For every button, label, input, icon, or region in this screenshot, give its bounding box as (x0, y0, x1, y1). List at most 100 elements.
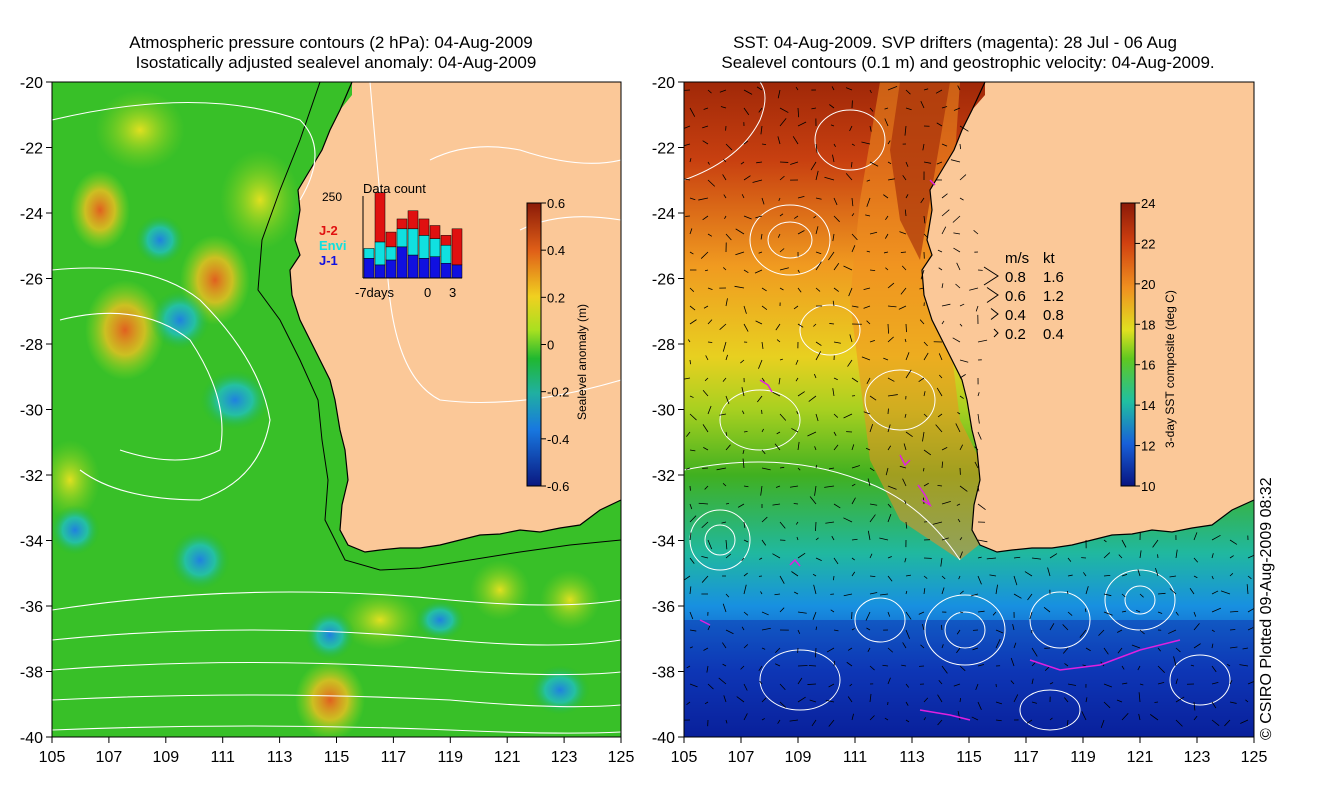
right-x-tick-label: 117 (1013, 749, 1039, 766)
velocity-legend-arrow (986, 287, 999, 303)
right-y-tick-label: -28 (652, 337, 675, 354)
velocity-legend-ms: 0.6 (1005, 288, 1026, 305)
left-x-tick-label: 111 (211, 749, 235, 766)
left-y-axis: -20 -22 -24 -26 -28 -30 -32 -34 -36 -38 -40 (20, 75, 52, 747)
inset-bar-j1 (429, 256, 441, 279)
australia-land-right (922, 82, 1254, 552)
right-y-tick-label: -30 (652, 403, 675, 420)
left-y-tick-label: -24 (20, 206, 43, 223)
left-x-tick-label: 119 (438, 749, 464, 766)
velocity-legend-arrow (990, 308, 999, 320)
sealevel-contours (684, 82, 1231, 731)
inset-bar-envi (374, 241, 386, 266)
velocity-legend-kt: 1.6 (1043, 269, 1064, 286)
left-x-tick-label: 117 (381, 749, 407, 766)
left-x-tick-label: 125 (608, 749, 635, 766)
right-x-tick-label: 125 (1241, 749, 1268, 766)
velocity-legend-ms: 0.8 (1005, 269, 1026, 286)
colorbar-tick-label: 12 (1141, 439, 1155, 454)
right-x-tick-label: 109 (785, 749, 812, 766)
right-y-tick-label: -22 (652, 141, 675, 158)
inset-bar-j1 (451, 264, 463, 279)
velocity-legend-ms: 0.4 (1005, 307, 1026, 324)
left-x-tick-label: 115 (324, 749, 350, 766)
inset-legend-j2: J-2 (319, 223, 338, 238)
anomaly-map (52, 82, 621, 737)
colorbar-tick-label: 20 (1141, 277, 1155, 292)
velocity-legend-ms: 0.2 (1005, 326, 1026, 343)
inset-bar-envi (396, 228, 408, 248)
right-y-tick-label: -20 (652, 75, 675, 92)
right-y-tick-label: -36 (652, 599, 675, 616)
inset-bar-j1 (407, 254, 419, 279)
right-x-tick-label: 107 (728, 749, 755, 766)
inset-bar-j2 (440, 235, 452, 246)
inset-bar-j1 (440, 262, 452, 279)
inset-bar-j2 (418, 218, 430, 236)
right-x-axis: 105 107 109 111 113 115 117 119 121 123 125 (671, 737, 1268, 766)
credit-text: © CSIRO Plotted 09-Aug-2009 08:32 (1258, 477, 1275, 740)
left-x-tick-label: 107 (96, 749, 123, 766)
left-y-tick-label: -30 (20, 403, 43, 420)
data-count-inset: Data count 250 -7days 0 3 J-2 Envi J-1 (319, 181, 463, 300)
inset-legend-envi: Envi (319, 238, 346, 253)
velocity-legend-arrow (983, 266, 999, 286)
inset-bar-j2 (407, 210, 419, 230)
velocity-legend: m/s kt 0.8 1.6 0.6 1.2 0.4 0.8 0.2 0.4 (983, 250, 1064, 343)
left-y-tick-label: -34 (20, 534, 43, 551)
left-x-tick-label: 109 (152, 749, 179, 766)
inset-bar-envi (363, 248, 375, 259)
left-y-tick-label: -20 (20, 75, 43, 92)
colorbar-tick-label: 14 (1141, 398, 1155, 413)
right-x-tick-label: 119 (1070, 749, 1096, 766)
inset-bar-envi (440, 244, 452, 264)
anomaly-colorbar-label: Sealevel anomaly (m) (575, 304, 589, 420)
inset-bar-j1 (418, 258, 430, 279)
inset-bar-envi (418, 235, 430, 259)
right-x-tick-label: 105 (671, 749, 698, 766)
left-title-line1: Atmospheric pressure contours (2 hPa): 0… (129, 33, 532, 52)
left-y-tick-label: -32 (20, 468, 43, 485)
right-y-tick-label: -26 (652, 272, 675, 289)
inset-bar-j2 (396, 218, 408, 230)
right-y-tick-label: -24 (652, 206, 675, 223)
inset-bar-j1 (374, 264, 386, 279)
inset-bar-j1 (396, 246, 408, 279)
inset-y-max: 250 (322, 190, 342, 204)
velocity-legend-kt-header: kt (1043, 250, 1056, 267)
right-y-tick-label: -32 (652, 468, 675, 485)
inset-legend-j1: J-1 (319, 253, 338, 268)
inset-x-label-end: 3 (449, 285, 456, 300)
sst-colorbar-label: 3-day SST composite (deg C) (1163, 290, 1177, 448)
colorbar-tick-label: 10 (1141, 479, 1155, 494)
colorbar-tick-label: 0.6 (547, 196, 565, 211)
right-title-line2: Sealevel contours (0.1 m) and geostrophi… (721, 53, 1214, 72)
inset-bar-j2 (429, 225, 441, 239)
velocity-legend-ms-header: m/s (1005, 250, 1029, 267)
left-y-tick-label: -28 (20, 337, 43, 354)
right-x-tick-label: 115 (956, 749, 982, 766)
inset-bar-j1 (385, 259, 397, 279)
left-y-tick-label: -22 (20, 141, 43, 158)
velocity-legend-arrow (993, 328, 999, 338)
velocity-legend-kt: 0.4 (1043, 326, 1064, 343)
left-y-tick-label: -26 (20, 272, 43, 289)
inset-bar-j2 (451, 228, 463, 266)
colorbar-tick-label: -0.2 (547, 385, 569, 400)
left-title-line2: Isostatically adjusted sealevel anomaly:… (136, 53, 537, 72)
inset-bar-envi (407, 228, 419, 256)
inset-title: Data count (363, 181, 426, 196)
right-x-tick-label: 113 (899, 749, 925, 766)
left-x-tick-label: 123 (551, 749, 578, 766)
inset-bar-j1 (363, 258, 375, 279)
left-y-tick-label: -36 (20, 599, 43, 616)
left-y-tick-label: -38 (20, 665, 43, 682)
colorbar-tick-label: 24 (1141, 196, 1155, 211)
inset-x-label-start: -7days (355, 285, 395, 300)
inset-bar-envi (385, 246, 397, 261)
velocity-legend-kt: 1.2 (1043, 288, 1064, 305)
left-x-tick-label: 105 (39, 749, 66, 766)
inset-x-label-zero: 0 (424, 285, 431, 300)
colorbar-tick-label: -0.6 (547, 479, 569, 494)
inset-bars (363, 192, 463, 279)
